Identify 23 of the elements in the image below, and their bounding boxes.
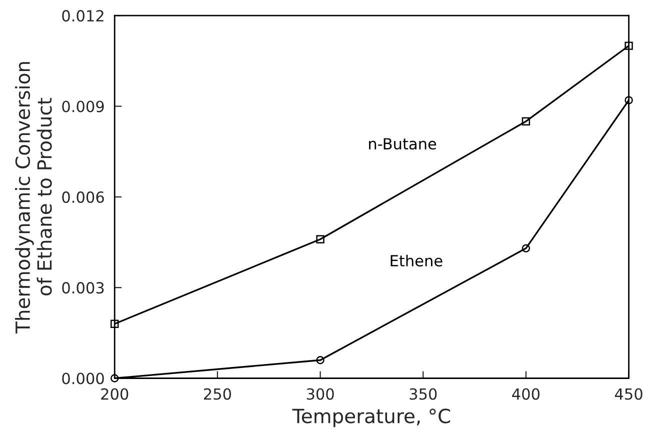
y-tick-label: 0.006: [62, 191, 104, 203]
x-tick-label: 350: [410, 388, 437, 400]
x-tick-label: 400: [512, 388, 540, 400]
y-tick-label: 0.000: [62, 372, 104, 384]
series-label: Ethene: [390, 254, 442, 267]
point: [316, 235, 324, 244]
point: [624, 96, 633, 104]
y-tick-label: 0.012: [62, 10, 104, 22]
point: [316, 356, 324, 364]
x-tick-label: 300: [306, 388, 334, 400]
x-tick-label: 200: [101, 388, 128, 400]
series-label: n-Butane: [369, 138, 436, 150]
point: [522, 244, 530, 252]
point: [624, 42, 633, 50]
point: [522, 117, 530, 126]
y-axis-title: Thermodynamic Conversion of Ethane to Product: [15, 62, 52, 334]
x-tick-label: 450: [614, 388, 642, 400]
x-axis-title: Temperature, °C: [292, 408, 450, 428]
point: [110, 374, 119, 382]
y-tick-label: 0.003: [62, 282, 104, 294]
point: [110, 320, 119, 328]
x-tick-label: 250: [204, 388, 232, 400]
y-tick-label: 0.009: [62, 100, 104, 112]
